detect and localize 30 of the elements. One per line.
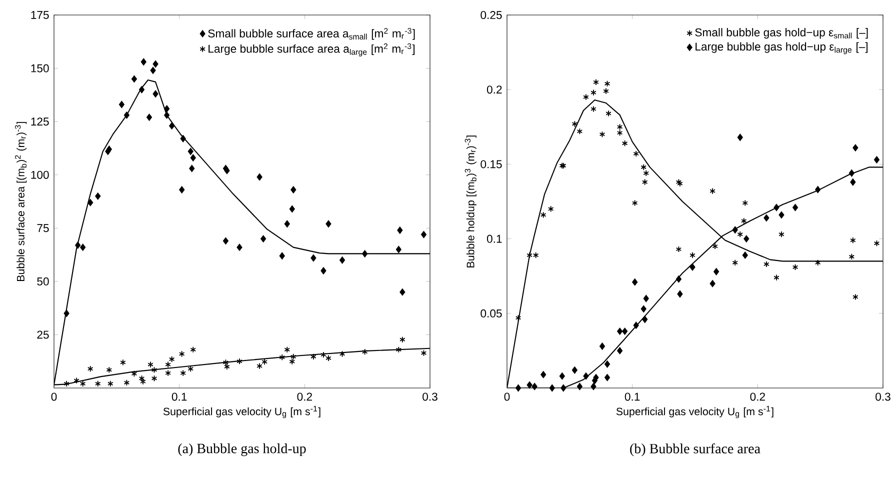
x-axis-title: Superficial gas velocity U$_{g}$ [m s$^{-1}$]: [616, 406, 774, 418]
y-tick-label: 125: [31, 118, 49, 126]
y-tick-label: 0.25: [480, 11, 502, 20]
y-tick-label: 25: [37, 330, 49, 339]
y-tick-label: 175: [31, 11, 49, 19]
y-tick-label: 0.2: [486, 86, 502, 94]
y-tick-label: 150: [31, 64, 49, 72]
text: Bubble surface area [(m$_{b}$)$^{2}$ (m$_{r}$)$^{-3}$]: [15, 122, 27, 281]
x-tick-label: 0.1: [624, 392, 640, 401]
text: (a) Bubble gas hold-up: [178, 443, 306, 456]
y-tick-label: 50: [37, 277, 49, 286]
y-tick-label: 75: [37, 224, 49, 232]
y-tick-label: 0.05: [480, 309, 502, 318]
legend-label: Small bubble gas hold−up ε$_{small}$ [–]: [695, 28, 868, 39]
x-tick-label: 0: [504, 392, 510, 401]
y-tick-label: 0.1: [486, 234, 502, 243]
x-tick-label: 0: [51, 392, 57, 401]
x-axis-title: Superficial gas velocity U$_{g}$ [m s$^{-1}$]: [163, 406, 320, 418]
y-tick-label: 100: [31, 170, 49, 179]
x-tick-label: 0.3: [422, 392, 438, 401]
text: (b) Bubble surface area: [630, 443, 760, 456]
text: Bubble holdup [(m$_{b}$)$^{3}$ (m$_{r}$)$^{-3}$]: [464, 136, 476, 268]
legend-label: Large bubble gas hold−up ε$_{large}$ [–]: [696, 42, 868, 54]
x-tick-label: 0.2: [297, 392, 312, 401]
x-tick-label: 0.1: [172, 392, 187, 401]
legend-label: Large bubble surface area a$_{large}$ [m$^{2}$ m$_{r}$$^{-3}$]: [208, 43, 415, 56]
y-tick-label: 0.15: [480, 160, 502, 168]
x-tick-label: 0.2: [750, 392, 765, 401]
legend-label: Small bubble surface area a$_{small}$ [m$^{2}$ m$_{r}$$^{-3}$]: [208, 28, 415, 40]
x-tick-label: 0.3: [876, 392, 890, 401]
